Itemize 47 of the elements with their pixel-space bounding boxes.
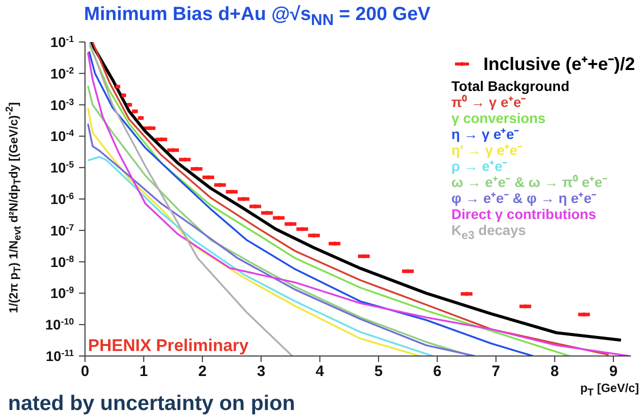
text: nated by uncertainty on pion xyxy=(8,392,296,416)
x-tick-label: 0 xyxy=(80,363,90,380)
x-tick-label: 2 xyxy=(198,363,207,380)
text: ρ → e⁺e⁻ xyxy=(451,158,508,174)
legend-label: Inclusive (e⁺+e⁻)/2 xyxy=(483,54,635,74)
text: η → γ e⁺e⁻ xyxy=(451,126,520,142)
point xyxy=(182,158,187,162)
line-series xyxy=(87,156,434,356)
point xyxy=(253,204,258,208)
y-tick-label: 10$^{-10}$ xyxy=(45,316,74,333)
text: ω → e⁺e⁻ & ω → π⁰ e⁺e⁻ xyxy=(451,174,608,190)
x-tick-label: 4 xyxy=(316,363,325,380)
y-tick-label: 10$^{-4}$ xyxy=(50,128,75,144)
y-tick-label: 10$^{-2}$ xyxy=(50,65,74,82)
text: γ conversions xyxy=(451,110,546,126)
x-tick-label: 3 xyxy=(256,363,266,380)
y-tick-label: 10$^{-11}$ xyxy=(46,348,74,364)
y-tick-label: 10$^{-8}$ xyxy=(50,254,74,270)
text: Direct γ contributions xyxy=(451,206,596,222)
x-axis-title: p$_{T}$ [GeV/c] xyxy=(580,381,639,398)
y-tick-label: 10$^{-9}$ xyxy=(50,285,74,302)
x-tick-label: 6 xyxy=(433,363,442,380)
x-tick-label: 5 xyxy=(374,363,383,380)
line-series xyxy=(87,107,421,356)
point xyxy=(276,216,281,220)
line-series xyxy=(88,42,294,356)
text: Total Background xyxy=(451,78,570,94)
point xyxy=(464,292,469,296)
x-tick-label: 7 xyxy=(492,363,500,380)
y-tick-label: 10$^{-7}$ xyxy=(50,222,74,238)
y-tick-label: 10$^{-6}$ xyxy=(50,191,74,207)
x-tick-label: 9 xyxy=(609,363,618,380)
annotation: PHENIX Preliminary xyxy=(88,336,249,356)
point xyxy=(206,175,210,180)
point xyxy=(523,304,528,308)
text: η' → γ e⁺e⁻ xyxy=(451,142,522,158)
text: φ → e⁺e⁻ & φ → η e⁺e⁻ xyxy=(451,190,596,206)
x-tick-label: 8 xyxy=(550,363,559,380)
point xyxy=(159,137,164,142)
x-tick-label: 1 xyxy=(140,363,148,380)
point xyxy=(300,227,304,232)
chart-title: Minimum Bias d+Au @√s$_{NN}$ = 200 GeV xyxy=(84,4,430,30)
y-tick-label: 10$^{-5}$ xyxy=(50,160,74,176)
text: K$_{e3}$ decays xyxy=(451,222,526,244)
y-tick-label: 10$^{-1}$ xyxy=(50,34,74,50)
y-tick-label: 10$^{-3}$ xyxy=(50,96,74,113)
text: π⁰ → γ e⁺e⁻ xyxy=(451,94,526,110)
